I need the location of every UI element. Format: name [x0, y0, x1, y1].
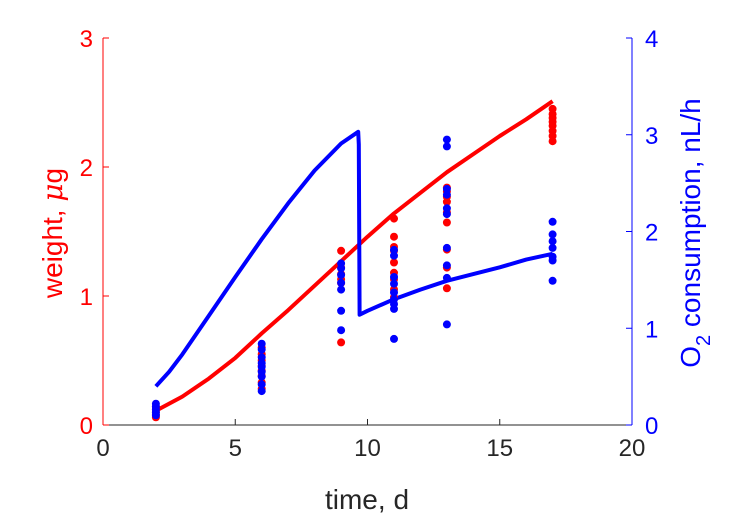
x-tick-label: 15: [486, 435, 513, 462]
y-right-tick-label: 4: [645, 26, 658, 53]
weight-data-point: [443, 284, 451, 292]
x-tick-label: 5: [229, 435, 242, 462]
y-right-tick-label: 3: [645, 123, 658, 150]
o2-data-point: [337, 279, 345, 287]
o2-data-point: [258, 353, 266, 361]
x-tick-label: 0: [96, 435, 109, 462]
y-left-tick-label: 0: [80, 413, 93, 440]
o2-data-point: [390, 335, 398, 343]
o2-data-point: [337, 259, 345, 267]
weight-data-point: [390, 215, 398, 223]
o2-data-point: [443, 244, 451, 252]
y-axis-left-label-suffix: g: [37, 168, 68, 184]
o2-data-point: [549, 230, 557, 238]
o2-data-point: [549, 253, 557, 261]
o2-data-point: [443, 204, 451, 212]
o2-data-point: [443, 261, 451, 269]
weight-fit-curve: [156, 101, 553, 411]
y-axis-left-label: weight, μg: [36, 168, 69, 299]
o2-data-point: [337, 307, 345, 315]
weight-data-point: [337, 338, 345, 346]
x-tick-label: 20: [619, 435, 646, 462]
y-axis-right-label: O2 consumption, nL/h: [675, 98, 715, 368]
y-right-tick-label: 1: [645, 316, 658, 343]
y-right-tick-label: 2: [645, 220, 658, 247]
weight-data-point: [337, 247, 345, 255]
x-axis-label: time, d: [325, 484, 409, 515]
y-left-tick-label: 1: [80, 284, 93, 311]
o2-data-point: [390, 273, 398, 281]
o2-data-point: [337, 326, 345, 334]
weight-data-point: [549, 105, 557, 113]
y-left-tick-label: 2: [80, 155, 93, 182]
o2-data-point: [390, 289, 398, 297]
weight-data-point: [443, 219, 451, 227]
o2-data-point: [337, 286, 345, 294]
weight-data-point: [390, 233, 398, 241]
o2-data-point: [152, 400, 160, 408]
o2-data-point: [443, 136, 451, 144]
weight-data-point: [390, 259, 398, 267]
o2-data-point: [443, 185, 451, 193]
x-tick-label: 10: [354, 435, 381, 462]
o2-data-point: [443, 274, 451, 282]
curves-layer: [156, 101, 553, 411]
y-right-tick-label: 0: [645, 413, 658, 440]
y-axis-left-label-prefix: weight,: [37, 202, 68, 300]
mu-symbol: μ: [36, 183, 69, 201]
o2-data-point: [258, 340, 266, 348]
o2-fit-curve: [156, 132, 553, 386]
o2-data-point: [390, 246, 398, 254]
y-left-tick-label: 3: [80, 26, 93, 53]
subscript-2: 2: [693, 335, 715, 346]
o2-data-point: [258, 380, 266, 388]
o2-data-point: [549, 277, 557, 285]
o2-data-point: [443, 320, 451, 328]
y-axis-right-label-prefix: O: [675, 346, 706, 368]
y-axis-right-label-suffix: consumption, nL/h: [675, 98, 706, 335]
o2-data-point: [549, 218, 557, 226]
